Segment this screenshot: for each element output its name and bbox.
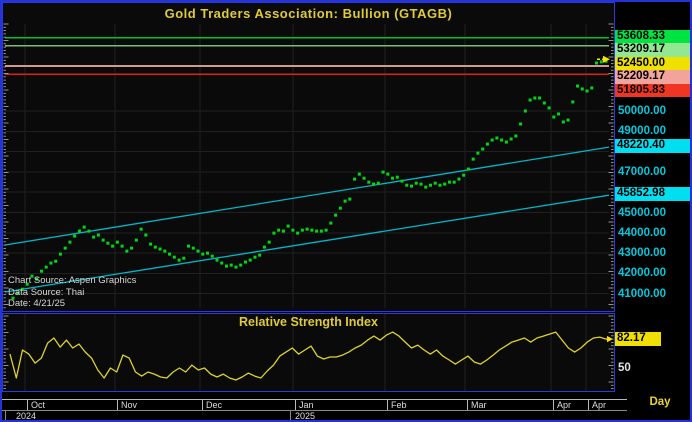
month-label-nov-1: Nov xyxy=(117,400,202,411)
rsi-panel: Relative Strength Index xyxy=(2,313,615,392)
price-level-marker: 45852.98 xyxy=(615,187,690,201)
month-label-feb-4: Feb xyxy=(387,400,467,411)
price-level-marker: 52209.17 xyxy=(615,70,690,84)
price-tick-label: 47000.00 xyxy=(618,165,666,178)
rsi-title: Relative Strength Index xyxy=(239,315,378,329)
month-label-apr-6: Apr xyxy=(553,400,588,411)
chart-source-note: Chart Source: Aspen Graphics xyxy=(8,275,137,286)
month-label-dec-2: Dec xyxy=(202,400,295,411)
rsi-tick-label: 50 xyxy=(618,362,631,375)
price-tick-label: 41000.00 xyxy=(618,287,666,300)
rsi-axis: 82.17 50 xyxy=(615,313,690,392)
price-tick-label: 49000.00 xyxy=(618,125,666,138)
rsi-chart[interactable] xyxy=(3,314,614,391)
chart-title: Gold Traders Association: Bullion (GTAGB… xyxy=(164,6,453,21)
price-tick-label: 44000.00 xyxy=(618,226,666,239)
month-label-jan-3: Jan xyxy=(295,400,387,411)
year-label-2025: 2025 xyxy=(290,411,627,421)
source-notes: Chart Source: Aspen Graphics Data Source… xyxy=(8,275,136,310)
month-label-mar-5: Mar xyxy=(467,400,553,411)
month-label-oct-0: Oct xyxy=(27,400,117,411)
years-row: 2024 2025 xyxy=(2,410,627,421)
rsi-value-marker: 82.17 xyxy=(615,332,661,346)
year-label-2024: 2024 xyxy=(5,411,290,421)
price-tick-label: 43000.00 xyxy=(618,247,666,260)
price-chart[interactable] xyxy=(3,3,614,311)
price-axis: 50000.00 49000.00 47000.00 45000.00 44000.00… xyxy=(615,2,690,313)
month-label-apr-7: Apr xyxy=(588,400,629,411)
price-level-marker: 51805.83 xyxy=(615,83,690,98)
price-level-marker: 53209.17 xyxy=(615,43,690,57)
price-chart-panel: Gold Traders Association: Bullion (GTAGB… xyxy=(2,2,615,312)
price-level-marker: 53608.33 xyxy=(615,29,690,44)
time-axis: Oct Nov Dec Jan Feb Mar Apr Apr 2024 2025 xyxy=(2,392,629,421)
months-row: Oct Nov Dec Jan Feb Mar Apr Apr xyxy=(2,399,627,411)
data-source-note: Data Source: Thai xyxy=(8,286,85,298)
interval-label: Day xyxy=(649,396,671,408)
last-price-marker: 52450.00 xyxy=(615,56,690,71)
price-tick-label: 45000.00 xyxy=(618,206,666,219)
date-note: Date: 4/21/25 xyxy=(8,298,66,309)
price-level-marker: 48220.40 xyxy=(615,139,690,153)
price-tick-label: 50000.00 xyxy=(618,104,666,117)
price-tick-label: 42000.00 xyxy=(618,267,666,280)
